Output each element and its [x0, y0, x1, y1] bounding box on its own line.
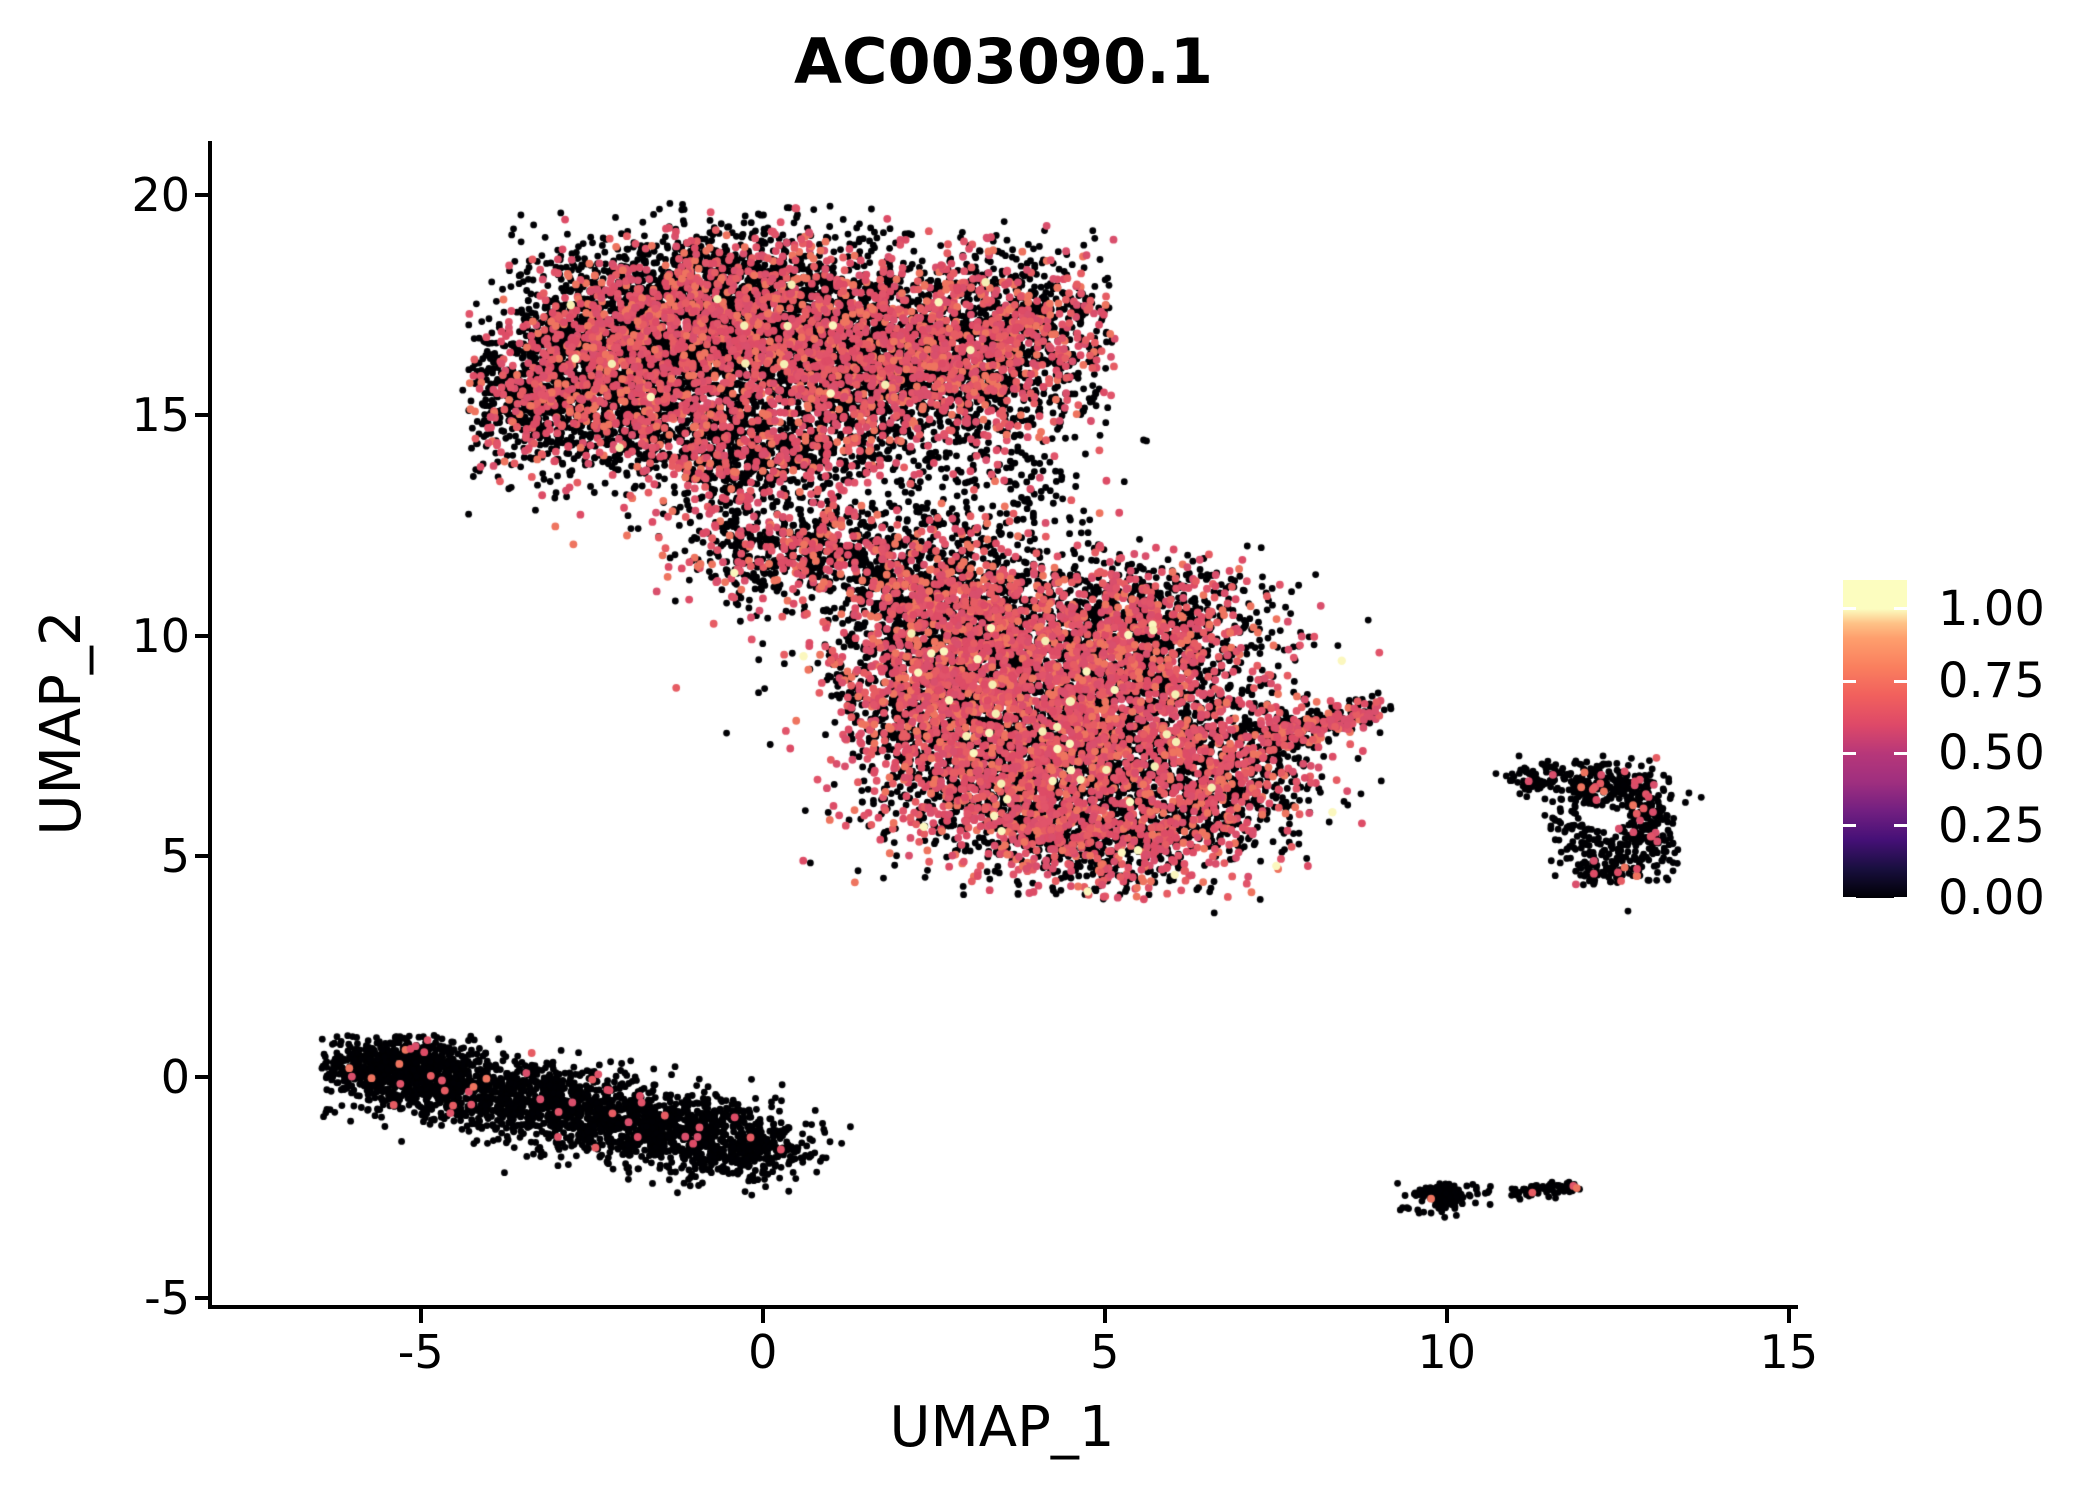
- y-tick-label--5: -5: [144, 1270, 190, 1325]
- y-tick-mark-0: [195, 1074, 209, 1079]
- x-tick-label-10: 10: [1417, 1325, 1477, 1379]
- x-tick-mark-10: [1444, 1309, 1449, 1323]
- legend-label-0.75: 0.75: [1938, 653, 2045, 710]
- y-tick-mark-15: [195, 413, 209, 418]
- y-tick-label-10: 10: [131, 608, 190, 663]
- legend-notch-1.00-right: [1894, 607, 1907, 611]
- y-tick-mark-5: [195, 854, 209, 859]
- x-axis-line: [208, 1305, 1798, 1309]
- y-tick-label-5: 5: [160, 829, 190, 884]
- x-tick-label-0: 0: [748, 1325, 778, 1379]
- legend-notch-0.75-right: [1894, 679, 1907, 683]
- y-tick-label-0: 0: [160, 1049, 190, 1104]
- legend-gradient-bar: [1843, 580, 1907, 898]
- legend-label-0.00: 0.00: [1938, 870, 2045, 926]
- x-axis-title: UMAP_1: [889, 1395, 1115, 1460]
- x-tick-mark--5: [418, 1309, 423, 1323]
- y-axis-line: [208, 141, 212, 1308]
- legend-notch-0.50-right: [1894, 751, 1907, 755]
- x-tick-label--5: -5: [397, 1325, 444, 1379]
- legend-label-0.50: 0.50: [1938, 725, 2045, 782]
- plot-title: AC003090.1: [793, 25, 1213, 98]
- legend-notch-0.25-right: [1894, 824, 1907, 828]
- legend-notch-0.00-right: [1894, 896, 1907, 900]
- legend-label-0.25: 0.25: [1938, 797, 2045, 854]
- x-tick-mark-15: [1786, 1309, 1791, 1323]
- y-axis-title: UMAP_2: [29, 610, 94, 836]
- legend-notch-0.00-left: [1843, 896, 1856, 900]
- y-tick-mark-10: [195, 633, 209, 638]
- y-tick-label-20: 20: [131, 167, 190, 222]
- x-tick-mark-5: [1102, 1309, 1107, 1323]
- legend-notch-0.25-left: [1843, 824, 1856, 828]
- legend-notch-0.75-left: [1843, 679, 1856, 683]
- x-tick-mark-0: [760, 1309, 765, 1323]
- legend-label-1.00: 1.00: [1938, 580, 2045, 637]
- x-tick-label-15: 15: [1759, 1325, 1819, 1379]
- legend-notch-0.50-left: [1843, 751, 1856, 755]
- x-tick-label-5: 5: [1090, 1325, 1120, 1379]
- y-tick-label-15: 15: [131, 388, 190, 443]
- y-tick-mark-20: [195, 192, 209, 197]
- legend-notch-1.00-left: [1843, 607, 1856, 611]
- y-tick-mark--5: [195, 1295, 209, 1300]
